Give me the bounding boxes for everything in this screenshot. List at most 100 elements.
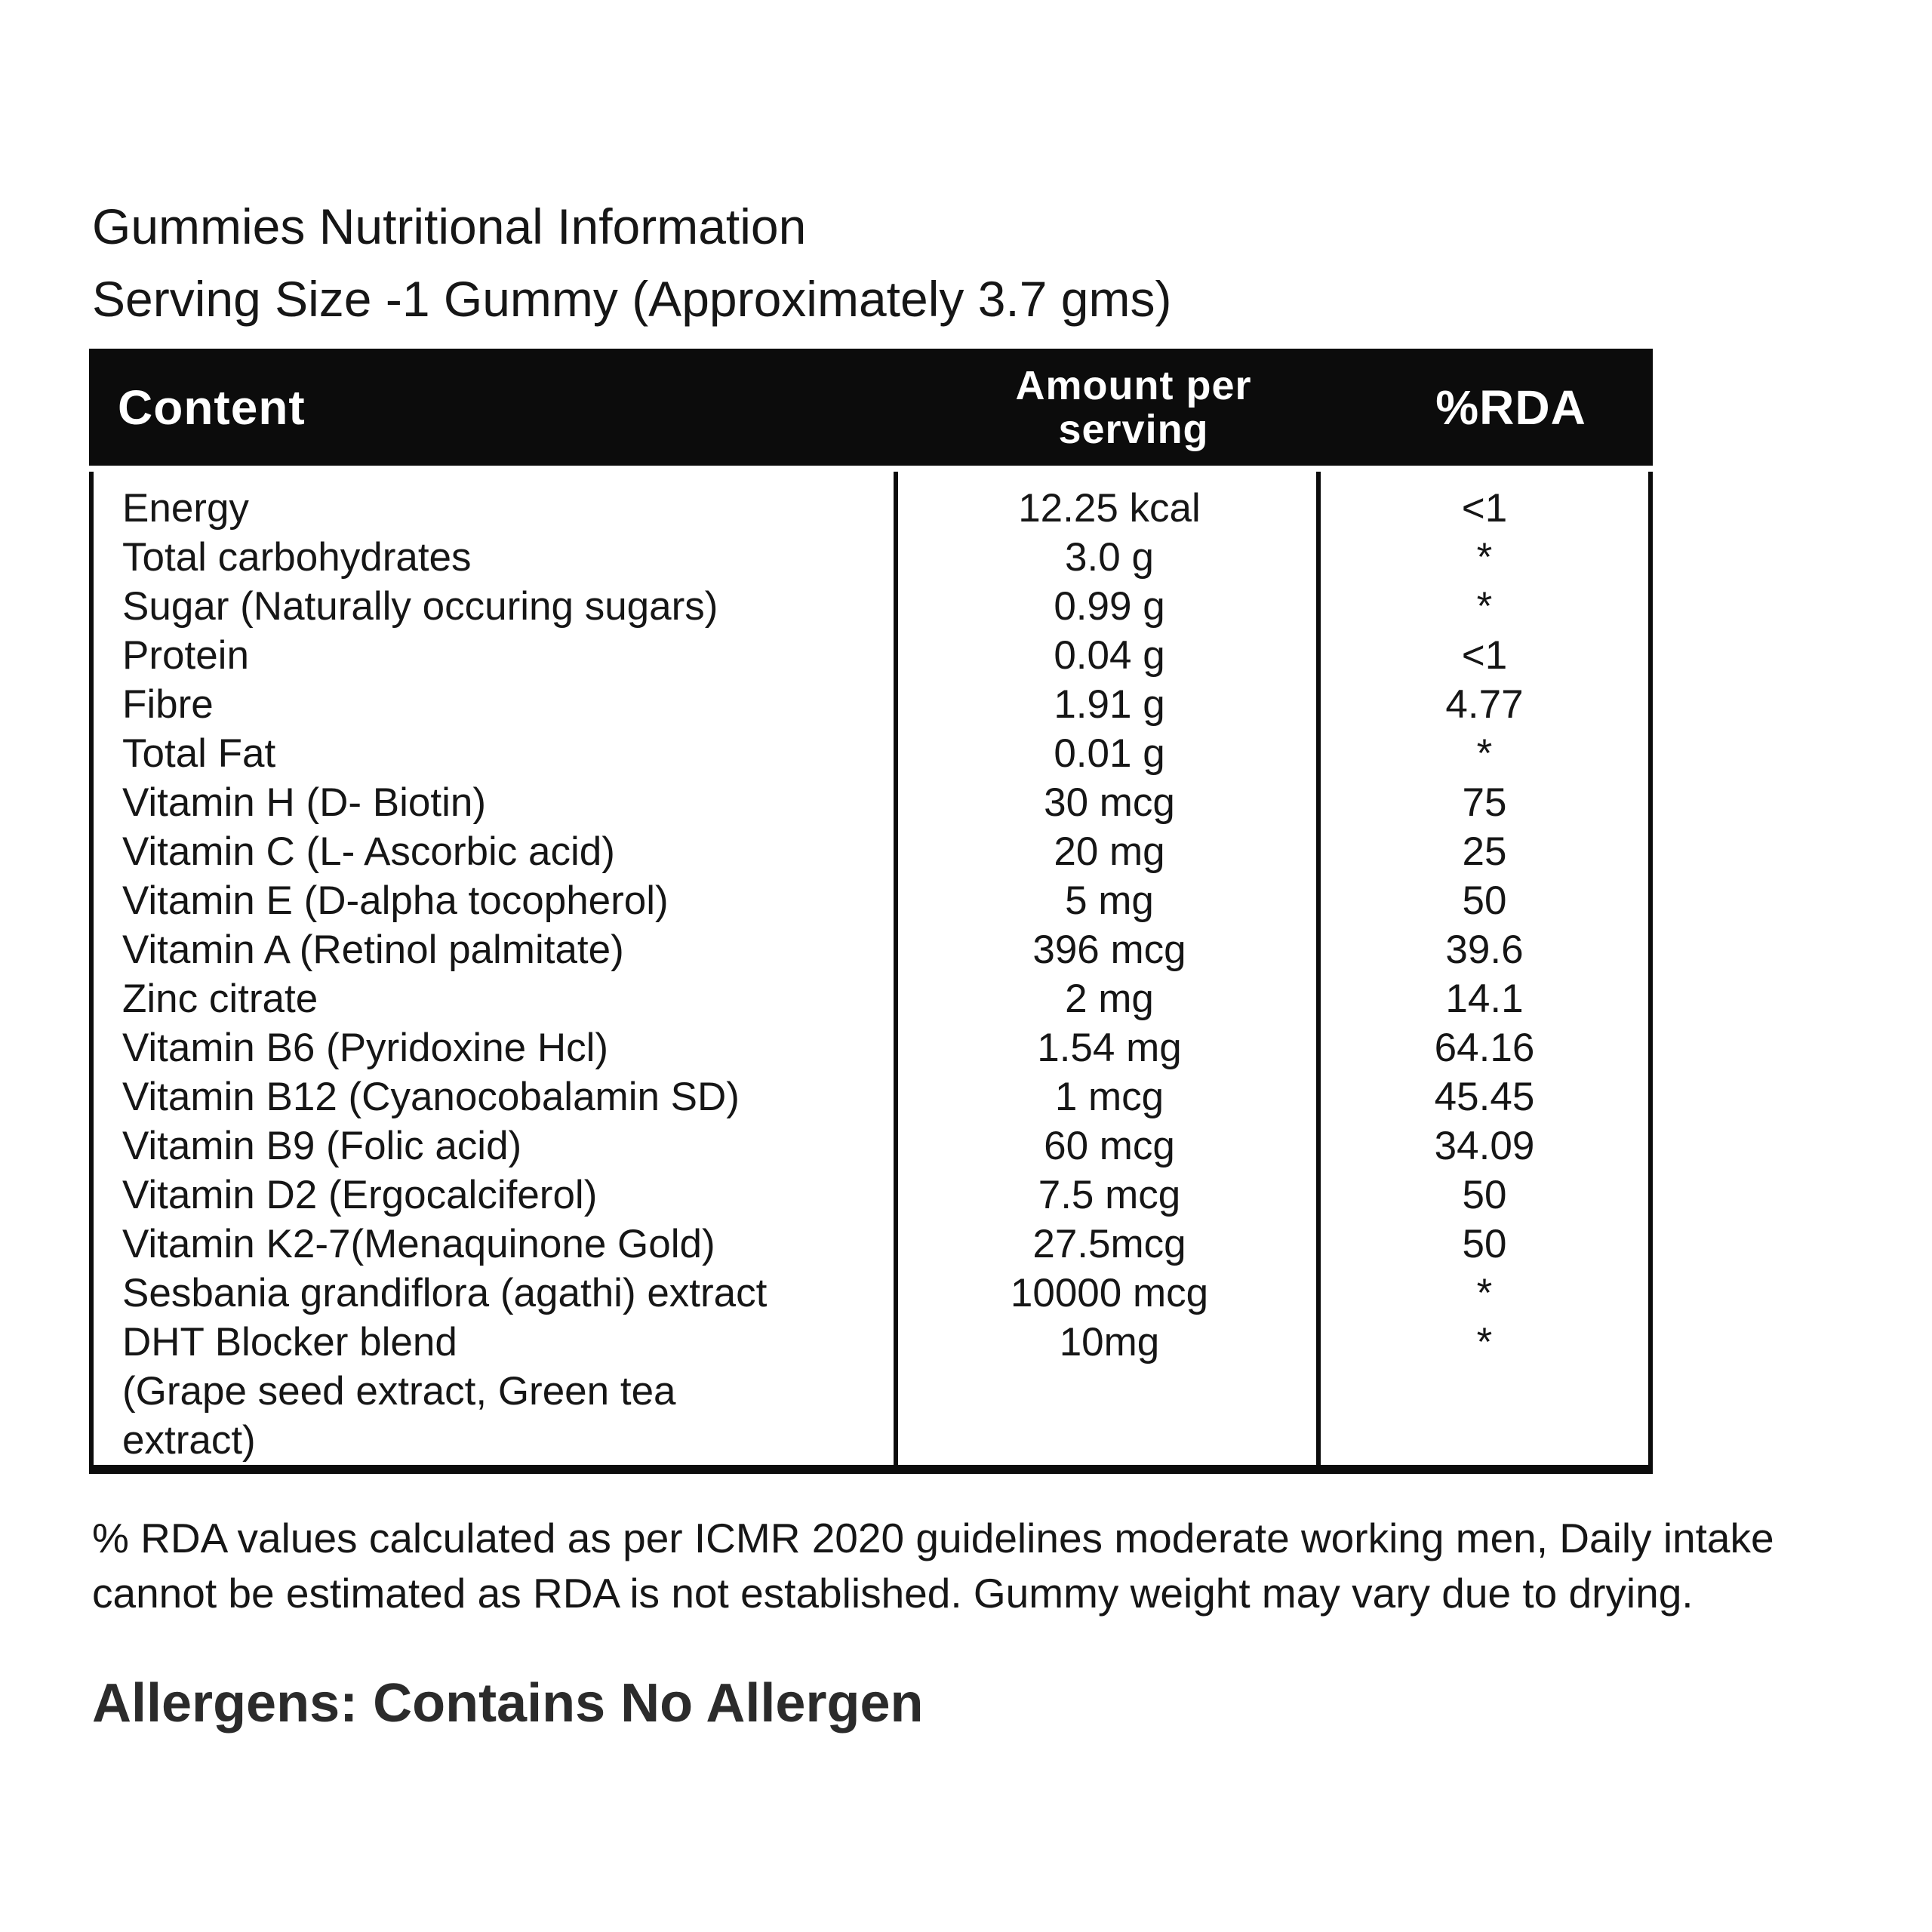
table-row: Sesbania grandiflora (agathi) extract 10…: [94, 1269, 1648, 1318]
row-content-name: Vitamin A (Retinol palmitate): [122, 928, 624, 972]
table-row: Protein 0.04 g <1: [94, 631, 1648, 680]
row-amount-per-serving: 7.5 mcg: [1038, 1173, 1181, 1217]
row-content-name: Vitamin C (L- Ascorbic acid): [122, 829, 615, 874]
header-amount-line1: Amount per: [1015, 362, 1252, 408]
row-content-name: Vitamin E (D-alpha tocopherol): [122, 878, 669, 923]
table-row: (Grape seed extract, Green tea: [94, 1367, 1648, 1416]
row-content-name: DHT Blocker blend: [122, 1320, 457, 1364]
table-row: Total Fat 0.01 g *: [94, 729, 1648, 778]
row-amount-per-serving: [898, 1367, 1321, 1416]
row-rda-value: <1: [1461, 633, 1508, 678]
table-row: Vitamin A (Retinol palmitate) 396 mcg 39…: [94, 925, 1648, 974]
allergens-label: Allergens:: [92, 1673, 358, 1734]
row-rda-value: 75: [1462, 780, 1507, 825]
column-divider-amount: [894, 472, 898, 1465]
row-content-name: Fibre: [122, 682, 214, 727]
row-rda-value: 50: [1462, 878, 1507, 923]
row-amount-per-serving: 1 mcg: [1054, 1075, 1164, 1119]
row-amount-per-serving: 10mg: [1059, 1320, 1160, 1364]
row-amount-per-serving: 27.5mcg: [1032, 1222, 1186, 1266]
table-body: Energy 12.25 kcal <1 Total carbohydrates…: [89, 472, 1653, 1474]
header-amount-per-serving: Amount per serving: [922, 364, 1345, 451]
row-rda-value: 64.16: [1434, 1026, 1535, 1070]
footnote-line1: % RDA values calculated as per ICMR 2020…: [92, 1515, 1774, 1561]
header-content: Content: [118, 380, 306, 435]
row-content-name: (Grape seed extract, Green tea: [122, 1369, 676, 1414]
row-amount-per-serving: 0.99 g: [1054, 584, 1165, 629]
table-row: Vitamin B9 (Folic acid) 60 mcg 34.09: [94, 1121, 1648, 1171]
title-line-product: Gummies Nutritional Information: [92, 198, 807, 254]
row-rda-value: *: [1476, 584, 1493, 629]
table-header-row: Content Amount per serving %RDA: [89, 349, 1653, 466]
allergens-line: Allergens: Contains No Allergen: [92, 1672, 924, 1734]
row-rda-value: <1: [1461, 486, 1508, 531]
row-amount-per-serving: 30 mcg: [1044, 780, 1175, 825]
table-row: Vitamin K2-7(Menaquinone Gold) 27.5mcg 5…: [94, 1220, 1648, 1269]
row-amount-per-serving: 60 mcg: [1044, 1124, 1175, 1168]
row-content-name: Total Fat: [122, 731, 276, 776]
row-rda-value: [1321, 1416, 1648, 1465]
row-content-name: Vitamin B12 (Cyanocobalamin SD): [122, 1075, 740, 1119]
row-content-name: Total carbohydrates: [122, 535, 472, 580]
row-content-name: Energy: [122, 486, 249, 531]
row-amount-per-serving: 396 mcg: [1032, 928, 1186, 972]
table-row: Total carbohydrates 3.0 g *: [94, 533, 1648, 582]
header-amount-line2: serving: [1058, 406, 1209, 452]
row-content-name: Sesbania grandiflora (agathi) extract: [122, 1271, 768, 1315]
row-amount-per-serving: 20 mg: [1054, 829, 1165, 874]
table-row: Vitamin H (D- Biotin) 30 mcg 75: [94, 778, 1648, 827]
row-rda-value: 34.09: [1434, 1124, 1535, 1168]
rda-footnote: % RDA values calculated as per ICMR 2020…: [92, 1511, 1918, 1621]
header-rda: %RDA: [1435, 380, 1586, 435]
row-content-name: extract): [122, 1418, 256, 1463]
row-rda-value: *: [1476, 1320, 1493, 1364]
row-content-name: Zinc citrate: [122, 977, 318, 1021]
table-row: Fibre 1.91 g 4.77: [94, 680, 1648, 729]
table-row: Vitamin C (L- Ascorbic acid) 20 mg 25: [94, 827, 1648, 876]
table-row: extract): [94, 1416, 1648, 1465]
table-row: Sugar (Naturally occuring sugars) 0.99 g…: [94, 582, 1648, 631]
row-rda-value: 50: [1462, 1173, 1507, 1217]
row-amount-per-serving: [898, 1416, 1321, 1465]
row-rda-value: 45.45: [1434, 1075, 1535, 1119]
table-row: Vitamin E (D-alpha tocopherol) 5 mg 50: [94, 876, 1648, 925]
row-rda-value: *: [1476, 731, 1493, 776]
row-content-name: Sugar (Naturally occuring sugars): [122, 584, 718, 629]
row-amount-per-serving: 12.25 kcal: [1018, 486, 1201, 531]
row-content-name: Vitamin B6 (Pyridoxine Hcl): [122, 1026, 609, 1070]
row-amount-per-serving: 1.91 g: [1054, 682, 1165, 727]
row-rda-value: *: [1476, 1271, 1493, 1315]
row-amount-per-serving: 5 mg: [1065, 878, 1154, 923]
table-row: Vitamin D2 (Ergocalciferol) 7.5 mcg 50: [94, 1171, 1648, 1220]
row-amount-per-serving: 2 mg: [1065, 977, 1154, 1021]
row-content-name: Protein: [122, 633, 249, 678]
row-amount-per-serving: 1.54 mg: [1037, 1026, 1182, 1070]
row-rda-value: *: [1476, 535, 1493, 580]
table-row: Vitamin B6 (Pyridoxine Hcl) 1.54 mg 64.1…: [94, 1023, 1648, 1072]
page-title: Gummies Nutritional Information Serving …: [92, 190, 1171, 335]
allergens-value: Contains No Allergen: [373, 1673, 924, 1734]
table-row: Zinc citrate 2 mg 14.1: [94, 974, 1648, 1023]
title-line-serving-size: Serving Size -1 Gummy (Approximately 3.7…: [92, 271, 1172, 327]
row-amount-per-serving: 3.0 g: [1065, 535, 1154, 580]
row-rda-value: 50: [1462, 1222, 1507, 1266]
row-content-name: Vitamin B9 (Folic acid): [122, 1124, 522, 1168]
nutrition-table: Content Amount per serving %RDA Energy 1…: [89, 349, 1653, 1474]
row-rda-value: 39.6: [1445, 928, 1524, 972]
row-amount-per-serving: 0.01 g: [1054, 731, 1165, 776]
table-row: Energy 12.25 kcal <1: [94, 484, 1648, 533]
row-content-name: Vitamin D2 (Ergocalciferol): [122, 1173, 598, 1217]
footnote-line2: cannot be estimated as RDA is not establ…: [92, 1570, 1694, 1617]
row-amount-per-serving: 10000 mcg: [1010, 1271, 1209, 1315]
row-content-name: Vitamin H (D- Biotin): [122, 780, 487, 825]
row-amount-per-serving: 0.04 g: [1054, 633, 1165, 678]
column-divider-rda: [1316, 472, 1321, 1465]
row-rda-value: 25: [1462, 829, 1507, 874]
table-row: DHT Blocker blend 10mg *: [94, 1318, 1648, 1367]
row-content-name: Vitamin K2-7(Menaquinone Gold): [122, 1222, 715, 1266]
row-rda-value: 4.77: [1445, 682, 1524, 727]
row-rda-value: [1321, 1367, 1648, 1416]
table-row: Vitamin B12 (Cyanocobalamin SD) 1 mcg 45…: [94, 1072, 1648, 1121]
table-rows: Energy 12.25 kcal <1 Total carbohydrates…: [94, 484, 1648, 1465]
